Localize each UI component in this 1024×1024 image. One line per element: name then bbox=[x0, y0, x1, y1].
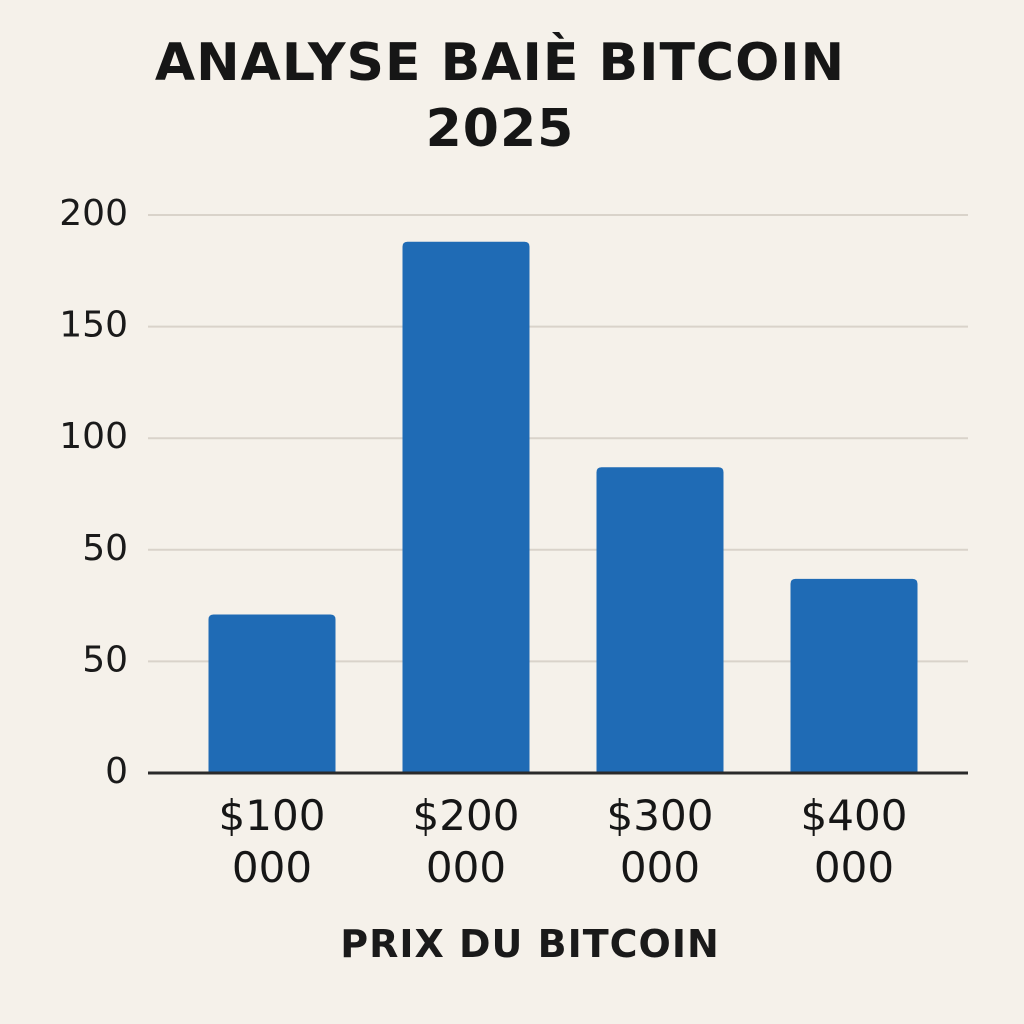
x-tick-label: $200 000 bbox=[412, 791, 520, 892]
y-tick-label: 100 bbox=[59, 416, 128, 457]
x-tick-label: $400 000 bbox=[800, 791, 908, 892]
y-tick-label: 50 bbox=[82, 639, 128, 680]
x-axis-title: PRIX DU BITCOIN bbox=[340, 922, 720, 966]
x-tick-label: $300 000 bbox=[606, 791, 714, 892]
bar bbox=[790, 578, 918, 773]
bar bbox=[208, 614, 336, 773]
bar bbox=[402, 241, 530, 773]
x-tick-label: $100 000 bbox=[218, 791, 326, 892]
chart-title: ANALYSE BAIÈ BITCOIN 2025 bbox=[154, 33, 846, 159]
y-tick-label: 0 bbox=[105, 751, 128, 792]
y-tick-label: 200 bbox=[59, 193, 128, 234]
bar bbox=[596, 467, 724, 773]
y-tick-label: 50 bbox=[82, 528, 128, 569]
y-tick-label: 150 bbox=[59, 305, 128, 346]
